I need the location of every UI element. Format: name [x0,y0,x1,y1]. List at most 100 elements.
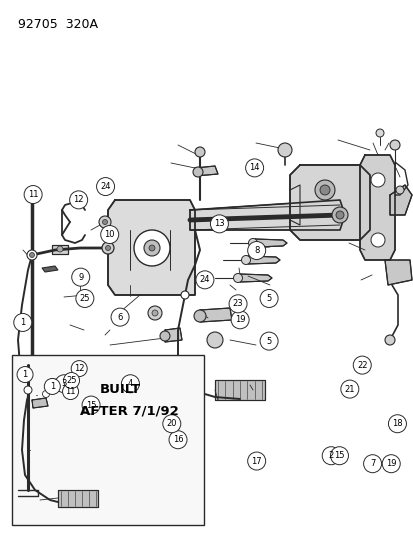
Circle shape [389,140,399,150]
Circle shape [248,238,257,247]
Circle shape [363,455,381,473]
Text: 24: 24 [100,182,111,191]
Circle shape [259,332,278,350]
Circle shape [14,313,32,332]
Polygon shape [289,165,369,240]
Circle shape [162,415,180,433]
Text: 7: 7 [369,459,374,468]
Circle shape [192,167,202,177]
Bar [12,355,204,525]
Text: 6: 6 [117,313,122,321]
Polygon shape [45,370,85,385]
Text: 11: 11 [65,387,76,396]
Circle shape [335,211,343,219]
Circle shape [100,225,119,244]
Circle shape [233,273,242,282]
Circle shape [330,447,348,465]
Circle shape [247,241,265,260]
Circle shape [387,415,406,433]
Circle shape [340,380,358,398]
Text: 13: 13 [214,220,224,228]
Text: 2: 2 [328,451,333,460]
Text: 23: 23 [232,300,243,308]
Circle shape [17,367,33,383]
Text: 25: 25 [79,294,90,303]
Polygon shape [384,260,411,285]
Text: 19: 19 [234,316,245,324]
Polygon shape [42,266,58,272]
Polygon shape [190,200,344,230]
Text: 5: 5 [266,294,271,303]
Circle shape [352,356,370,374]
Text: 16: 16 [172,435,183,444]
Circle shape [63,373,79,389]
Text: 5: 5 [266,337,271,345]
Text: 3: 3 [62,379,66,388]
Text: 1: 1 [50,382,55,391]
Circle shape [102,242,114,254]
Text: 92705  320A: 92705 320A [18,18,98,31]
Circle shape [29,253,34,257]
Circle shape [230,311,249,329]
Circle shape [331,207,347,223]
Polygon shape [52,245,68,254]
Circle shape [71,268,90,286]
Circle shape [62,384,78,400]
Circle shape [314,180,334,200]
Circle shape [384,335,394,345]
Text: 4: 4 [128,379,133,388]
Circle shape [319,185,329,195]
Circle shape [321,447,339,465]
Circle shape [96,177,114,196]
Circle shape [381,455,399,473]
Circle shape [259,289,278,308]
Text: 17: 17 [251,457,261,465]
Text: 10: 10 [104,230,115,239]
Text: BUILT: BUILT [100,383,141,396]
Text: 1: 1 [20,318,25,327]
Circle shape [82,396,100,414]
Text: 19: 19 [385,459,396,468]
Polygon shape [199,308,231,322]
Circle shape [152,310,158,316]
Polygon shape [108,200,195,295]
Circle shape [27,250,37,260]
Polygon shape [50,378,67,385]
Polygon shape [240,274,271,282]
Text: 20: 20 [166,419,177,428]
Text: 25: 25 [66,376,76,385]
Circle shape [24,386,32,394]
Circle shape [194,310,206,322]
Circle shape [105,246,110,251]
Polygon shape [58,490,98,507]
Circle shape [149,245,154,251]
Circle shape [134,230,170,266]
Text: 24: 24 [199,276,210,284]
Circle shape [73,273,83,283]
Circle shape [76,289,94,308]
Polygon shape [32,398,48,408]
Circle shape [180,291,189,299]
Circle shape [102,220,107,224]
Circle shape [57,246,63,252]
Polygon shape [165,328,182,342]
Circle shape [121,375,139,393]
Text: 1: 1 [22,370,28,379]
Circle shape [195,147,204,157]
Text: AFTER 7/1/92: AFTER 7/1/92 [80,405,178,418]
Circle shape [76,276,80,280]
Text: 12: 12 [73,196,84,204]
Text: 14: 14 [249,164,259,172]
Circle shape [55,375,73,393]
Circle shape [71,361,87,377]
Circle shape [241,255,250,264]
Text: 15: 15 [85,401,96,409]
Polygon shape [214,380,264,400]
Circle shape [206,332,223,348]
Text: 9: 9 [78,273,83,281]
Polygon shape [195,166,218,176]
Circle shape [43,391,50,398]
Circle shape [245,159,263,177]
Text: 15: 15 [333,451,344,460]
Text: 8: 8 [254,246,259,255]
